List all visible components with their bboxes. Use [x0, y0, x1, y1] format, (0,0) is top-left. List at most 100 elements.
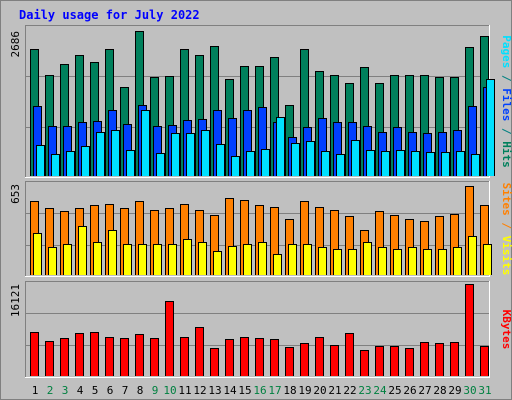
x-tick-label-day-8: 8: [137, 384, 144, 397]
bar-pages-day-26: [411, 151, 420, 176]
legend-sites-visits: Sites / Visits: [500, 183, 512, 276]
bar-hits-day-26: [405, 75, 414, 176]
bar-files-day-2: [48, 126, 57, 176]
bar-hits-day-12: [195, 55, 204, 176]
bar-hits-day-23: [360, 67, 369, 176]
bar-pages-day-7: [126, 150, 135, 176]
bar-files-day-9: [153, 126, 162, 176]
legend-part-3: /: [500, 121, 512, 141]
bar-sites-day-5: [93, 242, 102, 275]
bar-pages-day-10: [171, 133, 180, 176]
bar-sites-day-18: [288, 244, 297, 275]
bar-sites-day-20: [318, 247, 327, 275]
bar-sites-day-8: [138, 244, 147, 275]
bar-kbytes-day-27: [420, 342, 429, 376]
bar-sites-day-2: [48, 247, 57, 275]
bar-kbytes-day-15: [240, 337, 249, 376]
bar-sites-day-30: [468, 236, 477, 275]
x-tick-label-day-22: 22: [343, 384, 356, 397]
chart-title: Daily usage for July 2022: [19, 8, 200, 22]
x-tick-label-day-27: 27: [418, 384, 431, 397]
legend-part-0: Pages: [500, 35, 512, 68]
legend-part-2: Files: [500, 88, 512, 121]
bar-kbytes-day-26: [405, 348, 414, 376]
bar-kbytes-day-22: [345, 333, 354, 376]
bar-sites-day-11: [183, 239, 192, 275]
bar-hits-day-19: [300, 49, 309, 176]
x-tick-label-day-29: 29: [448, 384, 461, 397]
bar-kbytes-day-2: [45, 341, 54, 376]
bar-kbytes-day-24: [375, 346, 384, 376]
x-tick-label-day-9: 9: [152, 384, 159, 397]
bar-hits-day-17: [270, 57, 279, 176]
legend-part-4: Hits: [500, 141, 512, 168]
bar-sites-day-13: [213, 251, 222, 275]
bar-visits-day-13: [210, 215, 219, 275]
bar-pages-day-20: [321, 151, 330, 176]
bar-sites-day-6: [108, 230, 117, 275]
bar-kbytes-day-3: [60, 338, 69, 376]
bar-sites-day-22: [348, 249, 357, 275]
bar-sites-day-19: [303, 244, 312, 275]
bar-kbytes-day-25: [390, 346, 399, 376]
bar-sites-day-15: [243, 244, 252, 275]
bar-hits-day-25: [390, 75, 399, 176]
bar-pages-day-11: [186, 133, 195, 176]
bar-kbytes-day-10: [165, 301, 174, 376]
bar-hits-day-27: [420, 75, 429, 176]
bar-sites-day-3: [63, 244, 72, 275]
bar-pages-day-3: [66, 151, 75, 176]
bar-pages-day-4: [81, 146, 90, 176]
bar-sites-day-9: [153, 244, 162, 275]
bar-sites-day-29: [453, 247, 462, 275]
bar-pages-day-28: [441, 152, 450, 176]
bar-files-day-30: [468, 106, 477, 176]
bar-files-day-15: [243, 110, 252, 176]
bar-kbytes-day-18: [285, 347, 294, 376]
bar-visits-day-17: [270, 207, 279, 275]
x-tick-label-day-26: 26: [403, 384, 416, 397]
bar-pages-day-18: [291, 143, 300, 176]
bar-visits-day-20: [315, 207, 324, 275]
bar-visits-day-15: [240, 200, 249, 275]
x-tick-label-day-2: 2: [47, 384, 54, 397]
legend-part-1: /: [500, 68, 512, 88]
bar-pages-day-21: [336, 154, 345, 176]
bar-sites-day-23: [363, 242, 372, 275]
bar-pages-day-12: [201, 130, 210, 176]
x-tick-label-day-25: 25: [388, 384, 401, 397]
legend-part-0: KBytes: [500, 310, 512, 350]
bar-sites-day-31: [483, 244, 492, 275]
bar-hits-day-2: [45, 75, 54, 176]
bar-kbytes-day-12: [195, 327, 204, 376]
x-tick-label-day-24: 24: [373, 384, 387, 397]
bar-sites-day-27: [423, 249, 432, 275]
bar-kbytes-day-1: [30, 332, 39, 376]
bar-pages-day-31: [486, 79, 495, 176]
bar-sites-day-14: [228, 246, 237, 275]
bar-hits-day-24: [375, 83, 384, 176]
bar-pages-day-29: [456, 151, 465, 176]
bar-kbytes-day-11: [180, 337, 189, 376]
bar-sites-day-12: [198, 242, 207, 275]
x-tick-label-day-6: 6: [107, 384, 114, 397]
bar-pages-day-15: [246, 151, 255, 176]
x-tick-label-day-3: 3: [62, 384, 69, 397]
bar-kbytes-day-29: [450, 342, 459, 376]
x-tick-label-day-28: 28: [433, 384, 446, 397]
x-tick-label-day-18: 18: [283, 384, 296, 397]
bar-visits-day-2: [45, 208, 54, 275]
bar-visits-day-7: [120, 208, 129, 275]
legend-kbytes: KBytes: [500, 310, 512, 350]
bar-visits-day-5: [90, 205, 99, 275]
bar-pages-day-27: [426, 152, 435, 176]
bar-hits-day-11: [180, 49, 189, 176]
bar-hits-day-8: [135, 31, 144, 176]
bar-hits-day-29: [450, 77, 459, 176]
bar-visits-day-16: [255, 205, 264, 275]
bar-visits-day-3: [60, 211, 69, 275]
bar-hits-day-5: [90, 62, 99, 176]
bar-kbytes-day-23: [360, 350, 369, 376]
bar-pages-day-6: [111, 130, 120, 176]
bar-sites-day-25: [393, 249, 402, 275]
